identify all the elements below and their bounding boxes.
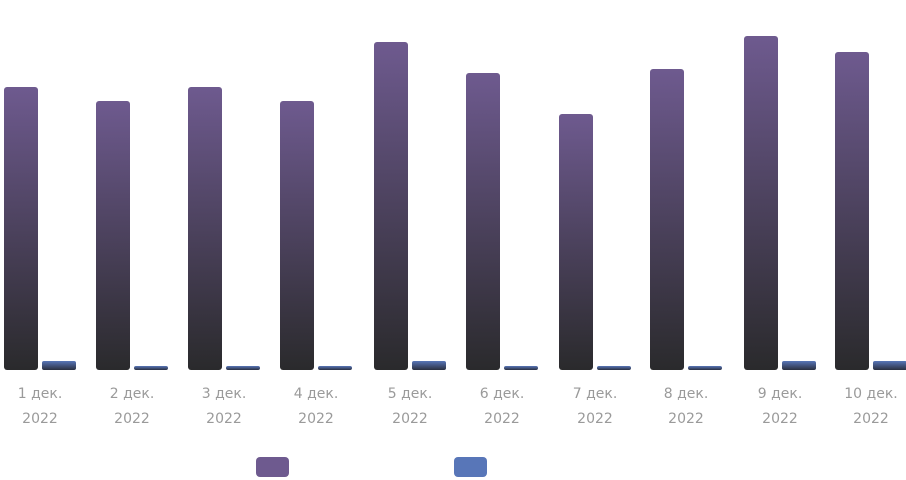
- x-tick-label: 2022: [484, 411, 520, 427]
- x-tick-label: 2022: [577, 411, 613, 427]
- bar-series2-7[interactable]: [597, 366, 631, 370]
- bar-series1-6[interactable]: [466, 73, 500, 370]
- bar-series2-9[interactable]: [782, 361, 816, 370]
- x-tick-label: 6 дек.: [480, 386, 525, 402]
- bar-series2-5[interactable]: [412, 361, 446, 370]
- x-tick-label: 2022: [298, 411, 334, 427]
- bar-series2-3[interactable]: [226, 366, 260, 370]
- x-tick-label: 2022: [206, 411, 242, 427]
- bar-series2-2[interactable]: [134, 366, 168, 370]
- x-axis-tick-labels: 1 дек. 2022 2 дек. 2022 3 дек. 2022 4 дек. 2022…: [18, 386, 898, 427]
- bar-series2-6[interactable]: [504, 366, 538, 370]
- x-tick-label: 2022: [762, 411, 798, 427]
- legend-swatch-series2[interactable]: [454, 457, 487, 477]
- bar-series1-9[interactable]: [744, 36, 778, 370]
- bar-series1-10[interactable]: [835, 52, 869, 370]
- bar-series2-1[interactable]: [42, 361, 76, 370]
- bars-layer: [4, 36, 906, 370]
- x-tick-label: 2022: [392, 411, 428, 427]
- x-tick-label: 3 дек.: [202, 386, 247, 402]
- x-tick-label: 2022: [853, 411, 889, 427]
- x-tick-label: 2022: [22, 411, 58, 427]
- bar-series2-4[interactable]: [318, 366, 352, 370]
- x-tick-label: 10 дек.: [844, 386, 897, 402]
- x-tick-label: 7 дек.: [573, 386, 618, 402]
- x-tick-label: 1 дек.: [18, 386, 63, 402]
- bar-series1-4[interactable]: [280, 101, 314, 370]
- x-tick-label: 2022: [114, 411, 150, 427]
- bar-series1-3[interactable]: [188, 87, 222, 370]
- x-tick-label: 2 дек.: [110, 386, 155, 402]
- bar-series1-5[interactable]: [374, 42, 408, 370]
- bar-series1-7[interactable]: [559, 114, 593, 370]
- bar-series1-2[interactable]: [96, 101, 130, 370]
- x-tick-label: 8 дек.: [664, 386, 709, 402]
- x-tick-label: 2022: [668, 411, 704, 427]
- bar-series1-8[interactable]: [650, 69, 684, 370]
- x-tick-label: 4 дек.: [294, 386, 339, 402]
- bar-series2-8[interactable]: [688, 366, 722, 370]
- bar-series2-10[interactable]: [873, 361, 906, 370]
- x-tick-label: 5 дек.: [388, 386, 433, 402]
- legend[interactable]: [256, 457, 487, 477]
- bar-series1-1[interactable]: [4, 87, 38, 370]
- legend-swatch-series1[interactable]: [256, 457, 289, 477]
- x-tick-label: 9 дек.: [758, 386, 803, 402]
